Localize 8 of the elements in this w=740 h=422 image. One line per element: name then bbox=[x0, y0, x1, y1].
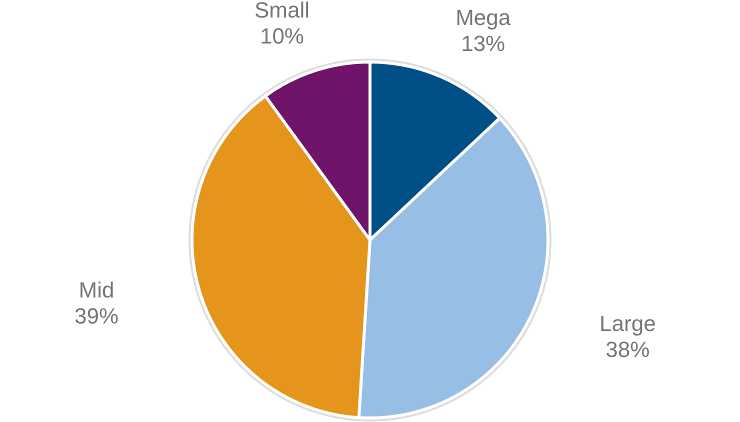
slice-label: Mega bbox=[456, 4, 512, 30]
slice-label: Large bbox=[600, 311, 656, 336]
slice-label: Mid bbox=[78, 278, 114, 303]
slice-label: Small bbox=[254, 0, 310, 22]
data-label: 13% bbox=[461, 30, 506, 56]
data-label: 10% bbox=[260, 23, 304, 48]
data-label: 39% bbox=[74, 304, 119, 329]
data-label: 38% bbox=[606, 337, 650, 362]
